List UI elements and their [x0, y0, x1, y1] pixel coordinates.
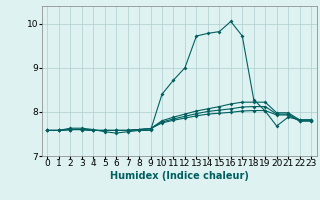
X-axis label: Humidex (Indice chaleur): Humidex (Indice chaleur): [110, 171, 249, 181]
